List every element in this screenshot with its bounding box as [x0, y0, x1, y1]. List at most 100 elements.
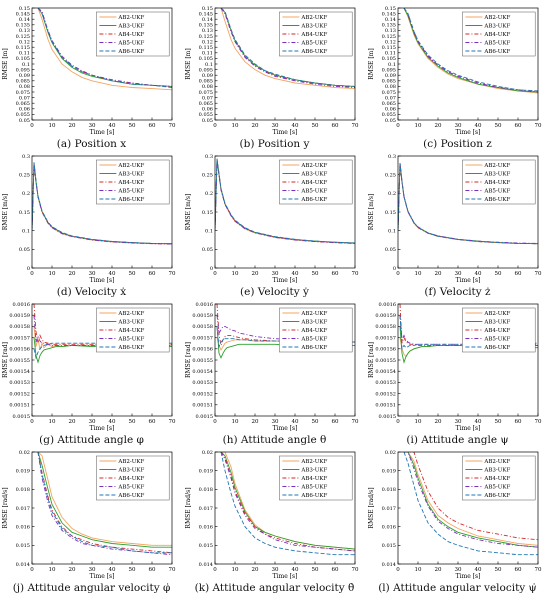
panel-caption: (j) Attitude angular velocity φ̇ [12, 582, 171, 594]
chart-svg-g: 0.0015 0.00151 0.00152 0.00153 0.00154 0.0015… [2, 302, 176, 432]
legend-entry: AB5-UKF [483, 189, 510, 195]
x-tick-label: 20 [69, 567, 76, 573]
y-tick-label: 0.25 [385, 172, 396, 178]
x-tick-label: 0 [396, 271, 400, 277]
x-tick-label: 10 [49, 271, 56, 277]
y-tick-label: 0.085 [199, 79, 213, 85]
y-axis-label: RMSE [m] [2, 48, 9, 79]
legend-entry: AB3-UKF [117, 172, 144, 178]
y-tick-label: 0.09 [202, 73, 213, 79]
y-axis-label: RMSE [rad] [2, 342, 9, 378]
x-tick-label: 30 [89, 567, 96, 573]
y-tick-label: 0 [27, 266, 30, 272]
x-tick-label: 30 [455, 271, 462, 277]
series-line-ab2-ukf [220, 8, 355, 90]
panel-caption: (e) Velocity ẏ [240, 286, 309, 298]
y-tick-label: 0.00159 [9, 313, 30, 319]
x-tick-label: 30 [89, 271, 96, 277]
chart-panel-a: 0.05 0.055 0.06 0.065 0.07 0.075 0.08 0.085 0.09… [0, 0, 183, 150]
legend-entry: AB6-UKF [117, 197, 144, 203]
x-tick-label: 10 [232, 567, 239, 573]
y-tick-label: 0.055 [382, 112, 396, 118]
y-tick-label: 0.15 [19, 6, 30, 12]
y-tick-label: 0.15 [202, 210, 213, 216]
x-tick-label: 10 [49, 567, 56, 573]
x-tick-label: 70 [535, 419, 542, 425]
y-tick-label: 0.014 [16, 562, 30, 568]
series-line-ab5-ukf [403, 8, 538, 93]
chart-panel-b: 0.05 0.055 0.06 0.065 0.07 0.075 0.08 0.085 0.09… [183, 0, 366, 150]
plot-frame [214, 303, 356, 417]
y-tick-label: 0.11 [202, 51, 213, 57]
legend-entry: AB2-UKF [300, 459, 327, 465]
x-tick-label: 70 [169, 123, 176, 129]
series-line-ab6-ukf [403, 452, 538, 556]
y-tick-label: 0.02 [19, 450, 30, 456]
x-tick-label: 0 [30, 271, 34, 277]
x-tick-label: 30 [272, 567, 279, 573]
x-axis-label: Time [s] [90, 129, 115, 136]
x-tick-label: 30 [272, 271, 279, 277]
legend-entry: AB2-UKF [300, 163, 327, 169]
x-tick-label: 40 [292, 567, 299, 573]
y-tick-label: 0.0015 [379, 414, 397, 420]
y-tick-label: 0.15 [202, 6, 213, 12]
series-line-ab2-ukf [404, 452, 538, 546]
x-tick-label: 50 [129, 123, 136, 129]
series-line-ab4-ukf [404, 452, 538, 541]
legend-entry: AB3-UKF [117, 24, 144, 30]
y-tick-label: 0.145 [199, 11, 213, 17]
legend-entry: AB3-UKF [300, 24, 327, 30]
y-tick-label: 0.25 [19, 172, 30, 178]
y-tick-label: 0.135 [16, 23, 30, 29]
y-tick-label: 0.125 [199, 34, 213, 40]
series-line-ab4-ukf [220, 452, 355, 552]
y-axis-label: RMSE [m] [185, 48, 192, 79]
x-tick-label: 10 [232, 271, 239, 277]
x-tick-label: 50 [312, 271, 319, 277]
series-line-ab3-ukf [37, 452, 172, 548]
y-tick-label: 0.00153 [9, 380, 30, 386]
y-tick-label: 0.014 [382, 562, 396, 568]
series-line-ab2-ukf [37, 8, 172, 91]
x-tick-label: 20 [435, 419, 442, 425]
legend-entry: AB4-UKF [483, 32, 510, 38]
y-tick-label: 0.00151 [375, 403, 396, 409]
x-tick-label: 10 [232, 419, 239, 425]
x-tick-label: 50 [129, 567, 136, 573]
y-tick-label: 0.135 [199, 23, 213, 29]
x-axis-label: Time [s] [273, 573, 298, 580]
panel-caption: (b) Position y [239, 138, 310, 150]
legend-entry: AB3-UKF [483, 320, 510, 326]
plot-frame [397, 7, 539, 121]
y-tick-label: 0.019 [382, 468, 396, 474]
chart-svg-d: 0 0.05 0.1 0.15 0.2 0.25 0.3 0 10 20 30 40 50 60 70 AB2… [2, 154, 176, 284]
x-tick-label: 70 [352, 271, 359, 277]
x-tick-label: 40 [109, 419, 116, 425]
series-line-ab6-ukf [215, 158, 355, 244]
x-tick-label: 20 [435, 567, 442, 573]
y-tick-label: 0.115 [199, 45, 213, 51]
y-tick-label: 0.017 [199, 506, 213, 512]
chart-panel-e: 0 0.05 0.1 0.15 0.2 0.25 0.3 0 10 20 30 40 50 60 70 AB2… [183, 148, 366, 298]
legend-entry: AB2-UKF [483, 311, 510, 317]
legend-entry: AB2-UKF [483, 459, 510, 465]
y-tick-label: 0.25 [202, 172, 213, 178]
x-tick-label: 0 [30, 123, 34, 129]
x-axis-label: Time [s] [456, 573, 481, 580]
y-tick-label: 0.1 [205, 228, 213, 234]
y-tick-label: 0.15 [385, 6, 396, 12]
y-tick-label: 0.00153 [192, 380, 213, 386]
y-tick-label: 0.12 [19, 39, 30, 45]
plot-frame [397, 303, 539, 417]
x-tick-label: 40 [109, 567, 116, 573]
legend-entry: AB3-UKF [300, 468, 327, 474]
y-tick-label: 0.0015 [196, 414, 214, 420]
chart-svg-i: 0.0015 0.00151 0.00152 0.00153 0.00154 0.0015… [368, 302, 542, 432]
x-axis-label: Time [s] [456, 129, 481, 136]
legend-entry: AB5-UKF [300, 189, 327, 195]
y-tick-label: 0.125 [16, 34, 30, 40]
legend-entry: AB2-UKF [117, 15, 144, 21]
x-tick-label: 50 [312, 419, 319, 425]
y-tick-label: 0.018 [199, 487, 213, 493]
